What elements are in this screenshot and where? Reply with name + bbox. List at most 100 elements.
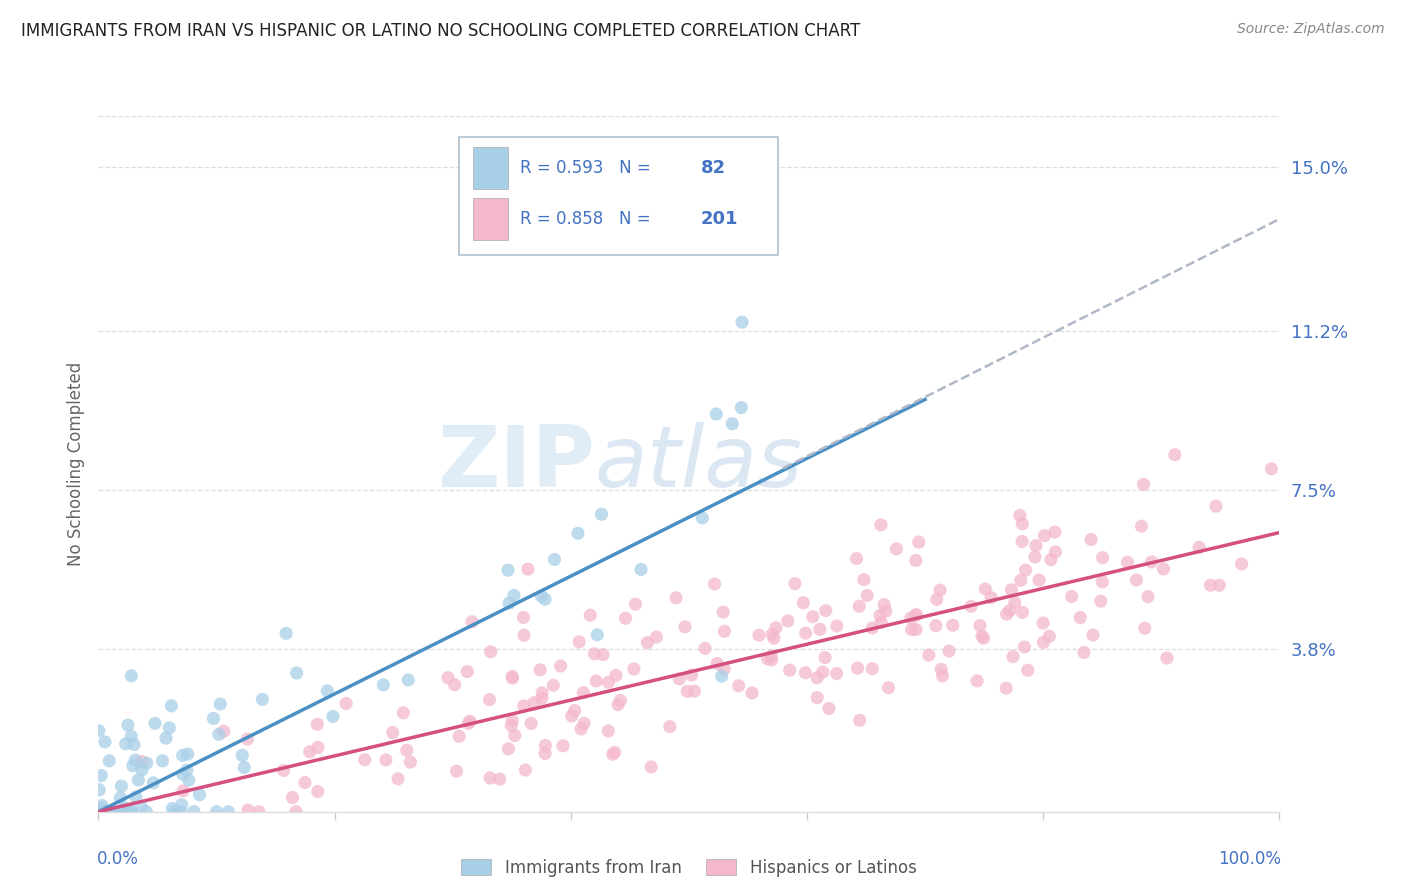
Point	[1208, 578, 1230, 592]
Point	[908, 535, 931, 549]
Point	[1136, 590, 1159, 604]
Point	[97, 805, 120, 819]
Point	[202, 711, 225, 725]
Point	[818, 701, 841, 715]
Point	[806, 671, 828, 685]
Y-axis label: No Schooling Completed: No Schooling Completed	[66, 362, 84, 566]
Point	[131, 763, 153, 777]
Point	[550, 659, 572, 673]
Point	[931, 669, 953, 683]
Point	[794, 626, 817, 640]
Point	[1014, 563, 1036, 577]
Point	[488, 772, 510, 787]
Point	[756, 652, 779, 666]
Point	[938, 644, 960, 658]
Point	[704, 407, 727, 421]
Point	[624, 597, 647, 611]
Point	[125, 789, 148, 804]
Point	[929, 662, 952, 676]
Point	[170, 805, 193, 819]
FancyBboxPatch shape	[458, 136, 778, 255]
Point	[121, 758, 143, 772]
Point	[1011, 606, 1033, 620]
Point	[1025, 539, 1047, 553]
Point	[609, 693, 631, 707]
Point	[727, 679, 749, 693]
Point	[479, 645, 502, 659]
Point	[741, 686, 763, 700]
Point	[534, 592, 557, 607]
Point	[995, 681, 1018, 696]
Point	[446, 764, 468, 779]
Point	[307, 740, 329, 755]
Point	[1073, 645, 1095, 659]
Point	[387, 772, 409, 786]
Point	[114, 801, 136, 815]
Point	[568, 635, 591, 649]
Point	[703, 577, 725, 591]
Point	[94, 735, 117, 749]
Point	[607, 698, 630, 712]
Point	[870, 615, 893, 630]
Point	[516, 562, 538, 576]
Point	[1039, 552, 1062, 566]
Point	[503, 729, 526, 743]
Point	[1164, 448, 1187, 462]
Point	[461, 615, 484, 629]
Point	[929, 583, 952, 598]
Point	[392, 706, 415, 720]
Point	[117, 718, 139, 732]
Point	[98, 754, 121, 768]
Point	[1153, 562, 1175, 576]
Point	[1038, 629, 1060, 643]
Point	[120, 729, 142, 743]
Point	[512, 610, 534, 624]
Point	[120, 805, 142, 819]
Point	[108, 805, 131, 819]
Point	[602, 747, 624, 762]
Point	[285, 665, 308, 680]
Point	[814, 603, 837, 617]
Point	[209, 697, 232, 711]
Point	[515, 763, 537, 777]
Point	[801, 609, 824, 624]
Point	[845, 551, 868, 566]
Point	[1260, 462, 1282, 476]
Point	[904, 608, 927, 623]
Point	[498, 741, 520, 756]
Point	[846, 661, 869, 675]
Point	[567, 526, 589, 541]
Point	[1045, 545, 1067, 559]
Point	[373, 678, 395, 692]
Point	[569, 722, 592, 736]
Point	[783, 576, 806, 591]
Point	[636, 635, 658, 649]
Text: ZIP: ZIP	[437, 422, 595, 506]
Point	[307, 784, 329, 798]
Point	[852, 573, 875, 587]
Point	[496, 563, 519, 577]
Legend: Immigrants from Iran, Hispanics or Latinos: Immigrants from Iran, Hispanics or Latin…	[454, 852, 924, 883]
Point	[208, 727, 231, 741]
Point	[591, 508, 613, 522]
Point	[668, 672, 690, 686]
Point	[974, 582, 997, 596]
Point	[1205, 499, 1227, 513]
Point	[89, 782, 111, 797]
Point	[322, 709, 344, 723]
Point	[143, 716, 166, 731]
Point	[285, 805, 308, 819]
Point	[374, 753, 396, 767]
Point	[966, 673, 988, 688]
FancyBboxPatch shape	[472, 198, 508, 240]
Point	[1080, 533, 1102, 547]
Point	[598, 723, 620, 738]
Text: R = 0.593   N =: R = 0.593 N =	[520, 159, 657, 178]
Point	[501, 714, 523, 728]
Point	[105, 805, 128, 819]
Point	[731, 315, 754, 329]
Point	[875, 604, 897, 618]
Point	[122, 738, 145, 752]
Point	[676, 684, 699, 698]
Text: IMMIGRANTS FROM IRAN VS HISPANIC OR LATINO NO SCHOOLING COMPLETED CORRELATION CH: IMMIGRANTS FROM IRAN VS HISPANIC OR LATI…	[21, 22, 860, 40]
